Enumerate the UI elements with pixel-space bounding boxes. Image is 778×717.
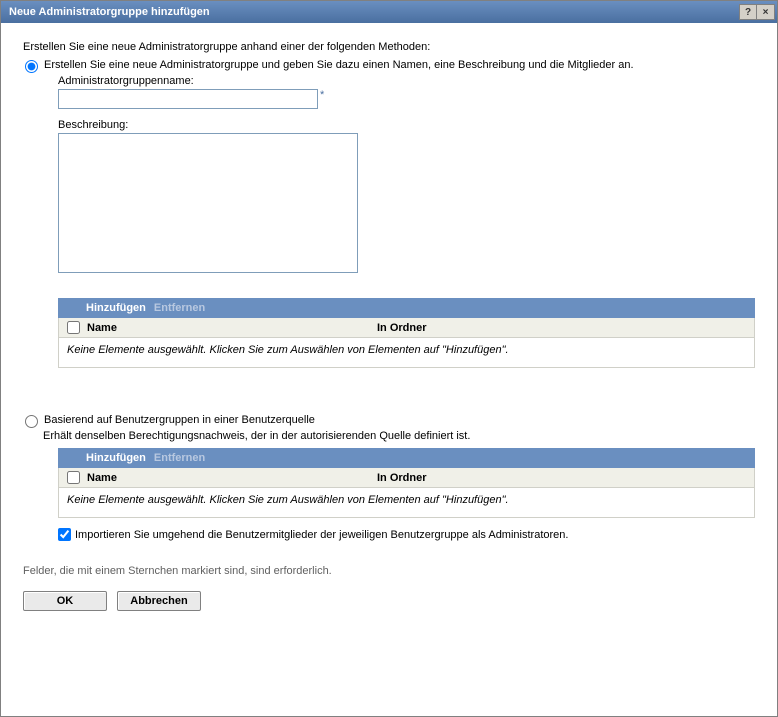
option-based-on-usergroup: Basierend auf Benutzergruppen in einer B… (23, 414, 755, 541)
help-icon[interactable]: ? (739, 4, 757, 20)
intro-text: Erstellen Sie eine neue Administratorgru… (23, 41, 755, 53)
description-field-group: Beschreibung: (58, 119, 755, 276)
table-toolbar-2: Hinzufügen Entfernen (58, 448, 755, 468)
ok-button[interactable]: OK (23, 591, 107, 611)
radio-usergroup[interactable] (25, 415, 38, 428)
col-name-1: Name (87, 322, 377, 334)
button-row: OK Abbrechen (23, 591, 755, 611)
radio-usergroup-label: Basierend auf Benutzergruppen in einer B… (44, 414, 315, 426)
titlebar-buttons: ? × (739, 4, 775, 20)
close-icon[interactable]: × (757, 4, 775, 20)
group-name-label: Administratorgruppenname: (58, 75, 755, 87)
select-all-cell-1 (59, 318, 87, 337)
group-name-field-group: Administratorgruppenname: * (58, 75, 755, 109)
col-name-2: Name (87, 472, 377, 484)
remove-button-1[interactable]: Entfernen (154, 302, 205, 314)
radio-create-new[interactable] (25, 60, 38, 73)
required-hint: Felder, die mit einem Sternchen markiert… (23, 565, 755, 577)
titlebar: Neue Administratorgruppe hinzufügen ? × (1, 1, 777, 23)
select-all-cell-2 (59, 468, 87, 487)
members-table-1: Hinzufügen Entfernen Name In Ordner Kein… (58, 298, 755, 368)
select-all-checkbox-1[interactable] (67, 321, 80, 334)
required-mark: * (320, 89, 324, 101)
description-label: Beschreibung: (58, 119, 755, 131)
members-table-2: Hinzufügen Entfernen Name In Ordner Kein… (58, 448, 755, 518)
table-body-2: Keine Elemente ausgewählt. Klicken Sie z… (58, 488, 755, 518)
col-folder-2: In Ordner (377, 472, 754, 484)
description-input[interactable] (58, 133, 358, 273)
table-header-2: Name In Ordner (58, 468, 755, 488)
dialog-content: Erstellen Sie eine neue Administratorgru… (1, 23, 777, 625)
table-header-1: Name In Ordner (58, 318, 755, 338)
table-toolbar-1: Hinzufügen Entfernen (58, 298, 755, 318)
option-create-new: Erstellen Sie eine neue Administratorgru… (23, 59, 755, 368)
cancel-button[interactable]: Abbrechen (117, 591, 201, 611)
dialog-window: Neue Administratorgruppe hinzufügen ? × … (0, 0, 778, 717)
radio-row-usergroup: Basierend auf Benutzergruppen in einer B… (23, 414, 755, 428)
import-checkbox-row: Importieren Sie umgehend die Benutzermit… (58, 528, 755, 541)
add-button-2[interactable]: Hinzufügen (86, 452, 146, 464)
add-button-1[interactable]: Hinzufügen (86, 302, 146, 314)
import-members-checkbox[interactable] (58, 528, 71, 541)
import-members-label: Importieren Sie umgehend die Benutzermit… (75, 529, 568, 541)
group-name-input[interactable] (58, 89, 318, 109)
select-all-checkbox-2[interactable] (67, 471, 80, 484)
radio-row-create-new: Erstellen Sie eine neue Administratorgru… (23, 59, 755, 73)
usergroup-subdesc: Erhält denselben Berechtigungsnachweis, … (43, 430, 755, 442)
remove-button-2[interactable]: Entfernen (154, 452, 205, 464)
table-body-1: Keine Elemente ausgewählt. Klicken Sie z… (58, 338, 755, 368)
window-title: Neue Administratorgruppe hinzufügen (9, 6, 210, 18)
col-folder-1: In Ordner (377, 322, 754, 334)
radio-create-new-label: Erstellen Sie eine neue Administratorgru… (44, 59, 634, 71)
